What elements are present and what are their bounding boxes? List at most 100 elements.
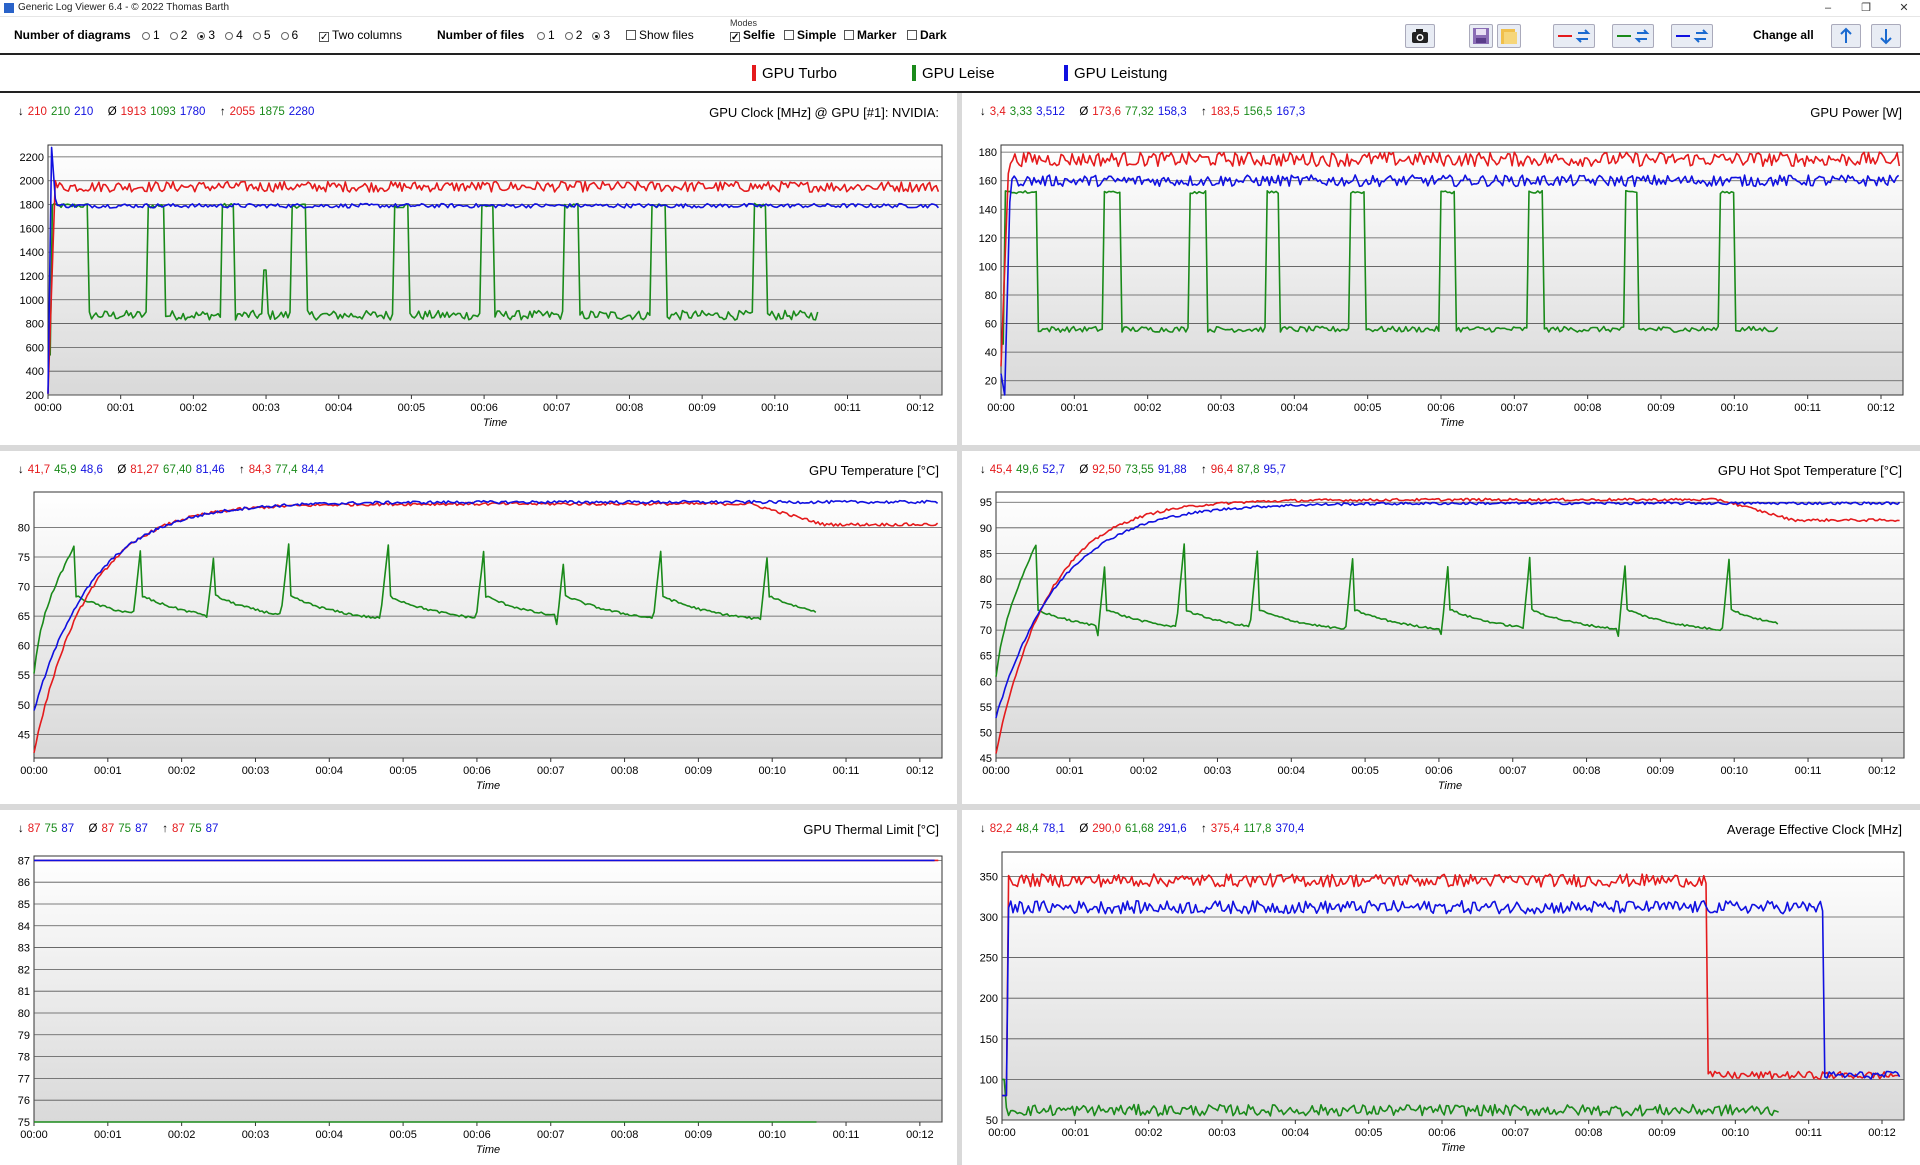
chart-plot[interactable]: 20 40 60 80 100 120 140 160 180 00:00 00:01 00:02 00…	[962, 93, 1920, 445]
y-tick-label: 20	[985, 376, 997, 388]
max-value: 183,5	[1210, 106, 1240, 118]
x-tick-label: 00:00	[987, 402, 1015, 414]
swap-red-button[interactable]	[1553, 24, 1595, 48]
simple-checkbox[interactable]: Simple	[784, 28, 836, 42]
series-line-gpu-leise	[33, 543, 817, 674]
y-tick-label: 200	[26, 390, 44, 402]
avg-value: 67,40	[163, 464, 192, 476]
diagram-option-1[interactable]: 1	[142, 28, 160, 42]
move-up-button[interactable]	[1831, 24, 1861, 48]
chart-plot[interactable]: 50 100 150 200 250 300 350 00:00 00:01 00:02 00:03…	[962, 810, 1920, 1165]
camera-button[interactable]	[1405, 24, 1435, 48]
series-line-gpu-leistung	[33, 499, 939, 711]
avg-symbol: Ø	[117, 464, 127, 476]
max-value: 2055	[229, 106, 256, 118]
swap-green-button[interactable]	[1612, 24, 1654, 48]
folder-button[interactable]	[1497, 24, 1521, 48]
min-symbol: ↓	[980, 464, 986, 476]
avg-value: 81,27	[130, 464, 160, 476]
swap-blue-icon	[1676, 29, 1709, 43]
x-tick-label: 00:08	[1573, 765, 1601, 777]
file-option-3[interactable]: 3	[592, 28, 610, 42]
x-tick-label: 00:06	[463, 765, 491, 777]
y-tick-label: 81	[18, 986, 30, 998]
x-tick-label: 00:10	[758, 1129, 786, 1141]
y-tick-label: 55	[980, 702, 992, 714]
min-value: 3,33	[1009, 106, 1033, 118]
app-icon	[4, 3, 14, 13]
max-symbol: ↑	[1201, 823, 1207, 835]
max-value: 370,4	[1275, 823, 1305, 835]
dark-checkbox[interactable]: Dark	[907, 28, 947, 42]
min-value: 48,4	[1016, 823, 1039, 835]
chart-plot[interactable]: 45 50 55 60 65 70 75 80 00:00 00:01 00:02 00:03 00:0…	[0, 451, 957, 804]
show-files-checkbox[interactable]: Show files	[626, 28, 694, 42]
two-columns-checkbox[interactable]: ✓ Two columns	[319, 28, 403, 43]
x-axis-label: Time	[1438, 780, 1462, 792]
diagram-option-5[interactable]: 5	[252, 28, 271, 42]
avg-value: 92,50	[1092, 464, 1122, 476]
stats-line: ↓ 41,7 45,9 48,6 Ø 81,27 67,40 81,46 ↑ 84,3 77,4…	[18, 464, 338, 476]
diagram-option-4[interactable]: 4	[225, 28, 243, 42]
file-option-2[interactable]: 2	[564, 28, 582, 42]
marker-checkbox[interactable]: Marker	[844, 28, 896, 42]
y-tick-label: 85	[980, 548, 992, 560]
chart-plot[interactable]: 45 50 55 60 65 70 75 80 85 90 95 00:00 00:01 00:02 00:…	[962, 451, 1920, 804]
min-symbol: ↓	[18, 106, 24, 118]
arrow-up-icon	[1840, 27, 1852, 43]
max-value: 1875	[259, 106, 285, 118]
legend-item-gpu-turbo[interactable]: GPU Turbo	[752, 65, 837, 82]
selfie-checkbox[interactable]: ✓ Selfie	[730, 28, 776, 43]
max-value: 75	[188, 823, 202, 835]
min-value: 87	[27, 823, 41, 835]
move-down-button[interactable]	[1871, 24, 1901, 48]
x-tick-label: 00:12	[906, 402, 934, 414]
x-tick-label: 00:05	[389, 765, 417, 777]
y-tick-label: 86	[18, 877, 30, 889]
checkbox-checked-icon: ✓	[319, 32, 329, 43]
diagram-option-6[interactable]: 6	[280, 28, 298, 42]
chart-title: GPU Thermal Limit [°C]	[803, 822, 939, 837]
plot-area	[1000, 144, 1904, 396]
plot-area	[33, 855, 943, 1123]
avg-value: 61,68	[1125, 823, 1154, 835]
minimize-button[interactable]: –	[1824, 2, 1832, 14]
legend-item-gpu-leistung[interactable]: GPU Leistung	[1064, 65, 1167, 82]
max-symbol: ↑	[1201, 106, 1207, 118]
x-tick-label: 00:05	[1355, 1127, 1383, 1139]
num-files-label: Number of files	[437, 28, 525, 42]
y-tick-label: 1200	[20, 271, 44, 283]
diagram-option-2[interactable]: 2	[169, 28, 187, 42]
legend-swatch	[912, 65, 916, 81]
y-tick-label: 200	[980, 993, 998, 1005]
x-tick-label: 00:07	[537, 765, 565, 777]
avg-value: 77,32	[1125, 106, 1154, 118]
restore-button[interactable]: ❐	[1861, 2, 1871, 14]
y-tick-label: 70	[18, 582, 30, 594]
y-tick-label: 2000	[20, 176, 44, 188]
x-tick-label: 00:11	[833, 765, 860, 777]
x-tick-label: 00:02	[168, 1129, 196, 1141]
chart-plot[interactable]: 200 400 600 800 1000 1200 1400 1600 1800 2000 2200…	[0, 93, 957, 445]
swap-blue-button[interactable]	[1671, 24, 1713, 48]
stats-line: ↓ 45,4 49,6 52,7 Ø 92,50 73,55 91,88 ↑ 96,4 87,8…	[980, 464, 1300, 476]
close-button[interactable]: ✕	[1899, 2, 1909, 14]
y-tick-label: 70	[980, 625, 992, 637]
x-tick-label: 00:00	[982, 765, 1010, 777]
camera-icon	[1412, 29, 1428, 43]
legend-item-gpu-leise[interactable]: GPU Leise	[912, 65, 995, 82]
chart-plot[interactable]: 75 76 77 78 79 80 81 82 83 84 85 86 87 00:00 00:01 00:0…	[0, 810, 957, 1165]
y-tick-label: 1800	[20, 200, 44, 212]
save-button[interactable]	[1469, 24, 1493, 48]
x-tick-label: 00:08	[1575, 1127, 1603, 1139]
diagram-option-3[interactable]: 3	[197, 28, 215, 42]
x-tick-label: 00:11	[834, 402, 861, 414]
series-line-gpu-leistung	[47, 146, 940, 394]
x-tick-label: 00:12	[906, 1129, 934, 1141]
file-option-1[interactable]: 1	[537, 28, 555, 42]
min-symbol: ↓	[980, 106, 986, 118]
series-line-gpu-leistung	[995, 501, 1901, 719]
y-tick-label: 87	[18, 855, 30, 867]
y-tick-label: 45	[18, 729, 30, 741]
chart-title: GPU Clock [MHz] @ GPU [#1]: NVIDIA:	[709, 105, 939, 120]
